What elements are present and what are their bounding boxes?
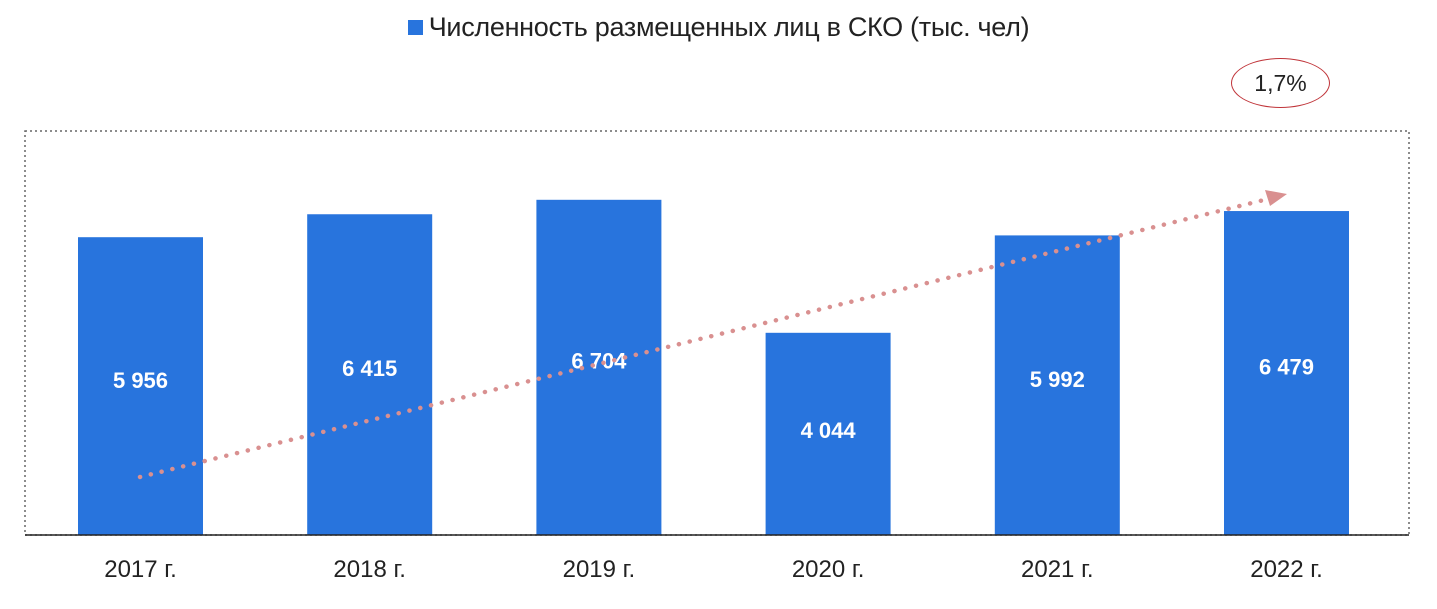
bar-0 <box>78 237 203 535</box>
growth-callout: 1,7% <box>1231 58 1330 108</box>
growth-callout-label: 1,7% <box>1254 69 1307 96</box>
trend-arrowhead <box>1265 190 1287 206</box>
legend-swatch <box>407 20 423 35</box>
data-label-1: 6 415 <box>342 356 397 381</box>
bar-1 <box>307 214 433 535</box>
bar-4 <box>994 235 1120 535</box>
trend-line <box>137 190 1287 480</box>
bar-2 <box>536 199 662 536</box>
x-tick-label-0: 2017 г. <box>104 556 177 583</box>
bars: 5 956 6 415 6 704 4 044 5 992 6 479 <box>78 199 1349 536</box>
bar-3 <box>765 332 891 535</box>
data-label-3: 4 044 <box>801 418 857 443</box>
legend-label: Численность размещенных лиц в СКО (тыс. … <box>428 12 1030 42</box>
data-label-4: 5 992 <box>1030 367 1085 392</box>
legend: Численность размещенных лиц в СКО (тыс. … <box>0 12 1437 43</box>
bar-5 <box>1224 211 1349 536</box>
x-tick-label-5: 2022 г. <box>1250 556 1323 583</box>
data-label-5: 6 479 <box>1259 355 1314 380</box>
x-axis-tick-labels: 2017 г. 2018 г. 2019 г. 2020 г. 2021 г. 2022 … <box>104 556 1323 583</box>
data-label-2: 6 704 <box>571 349 627 374</box>
x-tick-label-2: 2019 г. <box>563 556 636 583</box>
plot-area-border <box>24 130 1410 536</box>
data-label-0: 5 956 <box>113 368 168 393</box>
x-tick-label-3: 2020 г. <box>792 556 865 583</box>
x-tick-label-4: 2021 г. <box>1021 556 1094 583</box>
x-tick-label-1: 2018 г. <box>333 556 406 583</box>
